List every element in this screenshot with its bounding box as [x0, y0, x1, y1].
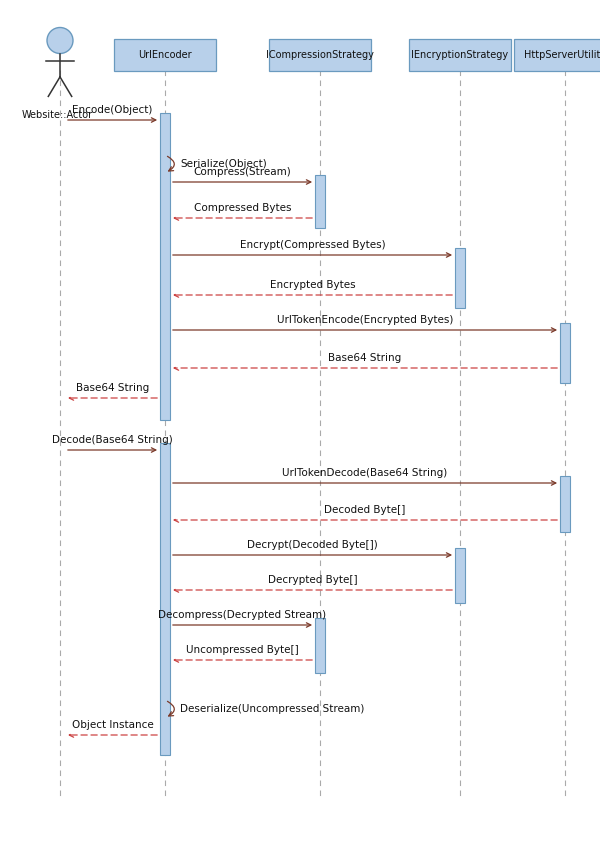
Text: ICompressionStrategy: ICompressionStrategy	[266, 50, 374, 60]
Bar	[315, 618, 325, 673]
Text: Encrypt(Compressed Bytes): Encrypt(Compressed Bytes)	[239, 240, 385, 250]
Bar	[455, 548, 465, 603]
FancyBboxPatch shape	[269, 39, 371, 71]
FancyBboxPatch shape	[409, 39, 511, 71]
Text: Serialize(Object): Serialize(Object)	[180, 159, 267, 169]
Text: UrlTokenEncode(Encrypted Bytes): UrlTokenEncode(Encrypted Bytes)	[277, 315, 453, 325]
Text: Uncompressed Byte[]: Uncompressed Byte[]	[186, 645, 299, 655]
Bar	[315, 175, 325, 228]
FancyBboxPatch shape	[514, 39, 600, 71]
Text: HttpServerUtility: HttpServerUtility	[524, 50, 600, 60]
Text: Encrypted Bytes: Encrypted Bytes	[269, 280, 355, 290]
Bar	[455, 248, 465, 308]
Text: Decoded Byte[]: Decoded Byte[]	[325, 505, 406, 515]
Bar	[560, 476, 570, 532]
Circle shape	[47, 27, 73, 54]
Text: Decrypted Byte[]: Decrypted Byte[]	[268, 575, 358, 585]
Text: Deserialize(Uncompressed Stream): Deserialize(Uncompressed Stream)	[180, 704, 364, 714]
Text: Base64 String: Base64 String	[76, 383, 149, 393]
Text: Object Instance: Object Instance	[71, 720, 154, 730]
Text: Encode(Object): Encode(Object)	[73, 105, 152, 115]
Bar	[560, 323, 570, 383]
Text: Base64 String: Base64 String	[328, 353, 401, 363]
Text: Decompress(Decrypted Stream): Decompress(Decrypted Stream)	[158, 610, 326, 620]
Text: Website::Actor: Website::Actor	[22, 110, 93, 120]
Text: Decrypt(Decoded Byte[]): Decrypt(Decoded Byte[])	[247, 540, 378, 550]
FancyBboxPatch shape	[114, 39, 216, 71]
Text: UrlEncoder: UrlEncoder	[138, 50, 192, 60]
Text: IEncryptionStrategy: IEncryptionStrategy	[412, 50, 509, 60]
Bar	[160, 443, 170, 755]
Bar	[160, 113, 170, 420]
Text: UrlTokenDecode(Base64 String): UrlTokenDecode(Base64 String)	[283, 468, 448, 478]
Text: Compress(Stream): Compress(Stream)	[194, 167, 292, 177]
Text: Compressed Bytes: Compressed Bytes	[194, 203, 291, 213]
Text: Decode(Base64 String): Decode(Base64 String)	[52, 435, 173, 445]
